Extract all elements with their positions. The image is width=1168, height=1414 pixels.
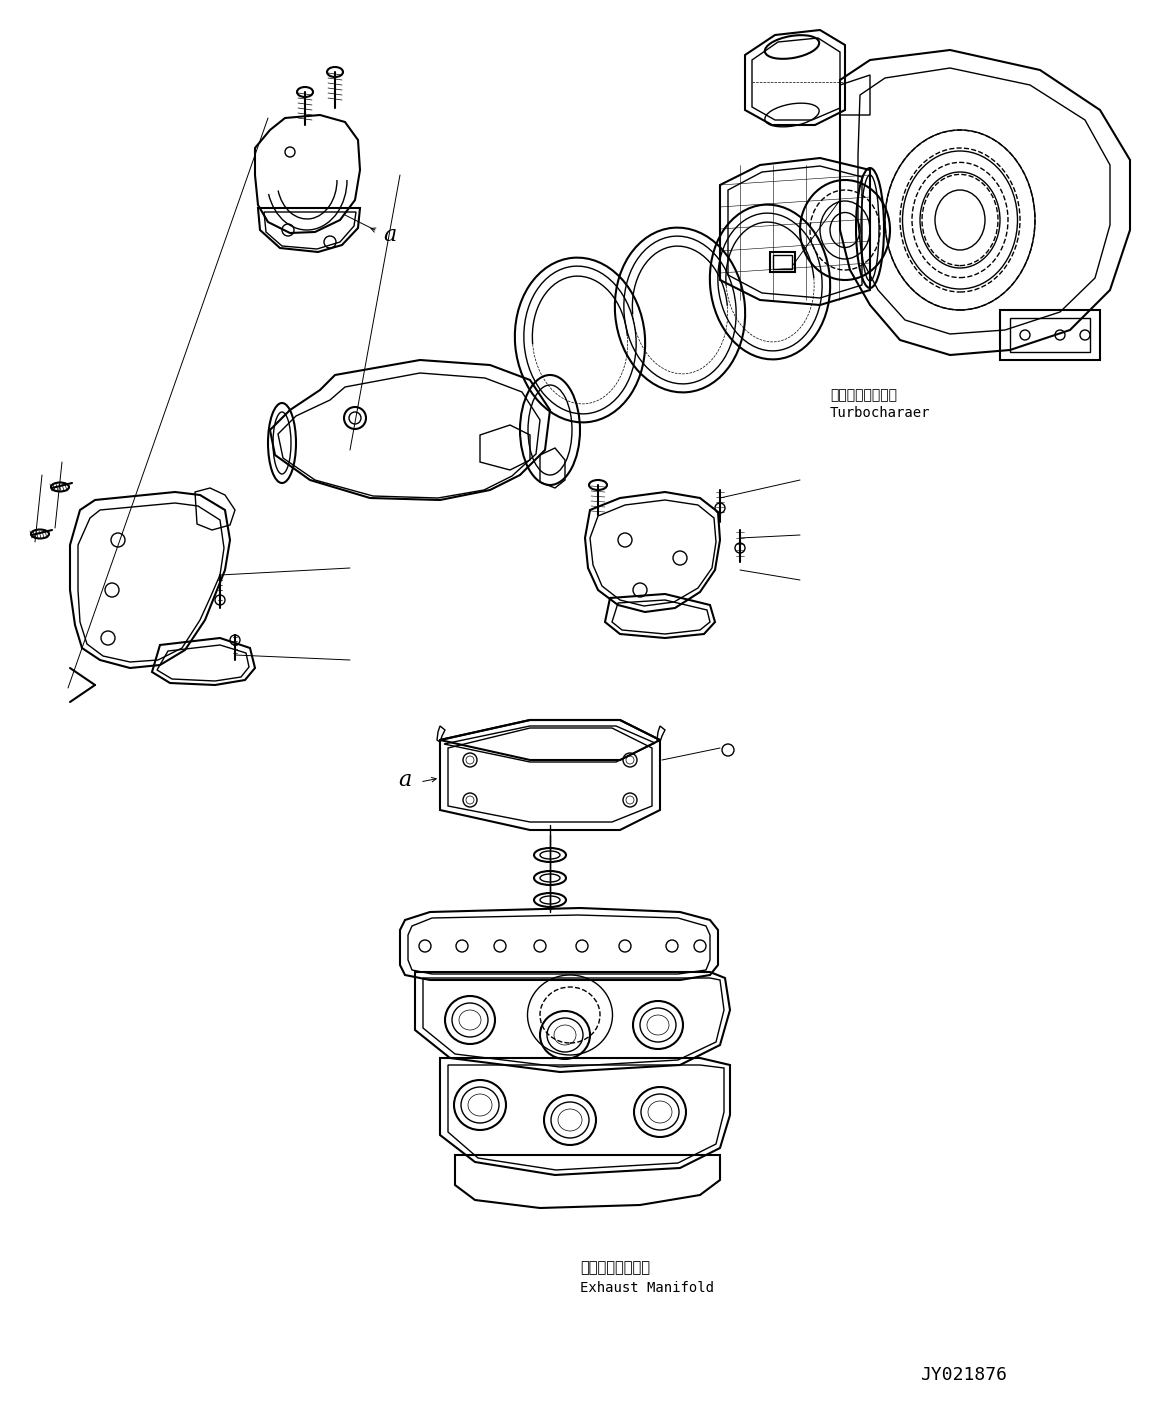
Bar: [773, 255, 792, 269]
Text: 排気マニホールド: 排気マニホールド: [580, 1260, 651, 1275]
Text: a: a: [398, 769, 411, 790]
Text: Exhaust Manifold: Exhaust Manifold: [580, 1281, 714, 1295]
Text: JY021876: JY021876: [920, 1366, 1007, 1384]
Text: a: a: [383, 223, 396, 246]
Bar: [770, 252, 795, 271]
Text: Turbocharaer: Turbocharaer: [830, 406, 931, 420]
Text: ターボチャージャ: ターボチャージャ: [830, 387, 897, 402]
